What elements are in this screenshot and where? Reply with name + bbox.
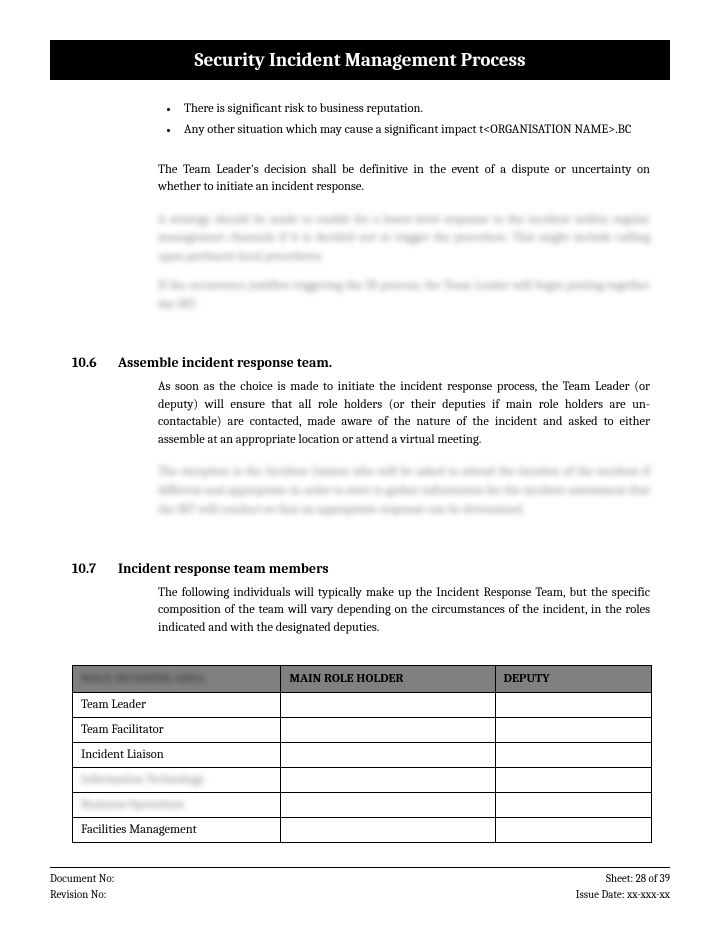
redacted-paragraph: If the occurrence justifies triggering t… (158, 277, 650, 315)
redacted-table-cell: Business Operations (73, 793, 281, 818)
footer-right: Sheet: 28 of 39 Issue Date: xx-xxx-xx (576, 871, 670, 902)
redacted-table-cell: Information Technology (73, 768, 281, 793)
table-cell (281, 793, 495, 818)
table-cell (495, 693, 651, 718)
table-cell-role: Facilities Management (73, 818, 281, 843)
table-cell-role: Team Facilitator (73, 718, 281, 743)
section-number: 10.6 (72, 354, 118, 371)
table-cell-role: Team Leader (73, 693, 281, 718)
table-cell (495, 768, 651, 793)
issue-date: Issue Date: xx-xxx-xx (576, 887, 670, 902)
table-row: Information Technology (73, 768, 652, 793)
table-row: Incident Liaison (73, 743, 652, 768)
sheet-number: Sheet: 28 of 39 (576, 871, 670, 886)
table-header-cell: DEPUTY (495, 666, 651, 693)
table-row: Team Leader (73, 693, 652, 718)
team-members-table-container: ROLE/BUSINESS AREA MAIN ROLE HOLDER DEPU… (72, 665, 652, 843)
table-header-cell: MAIN ROLE HOLDER (281, 666, 495, 693)
footer-left: Document No: Revision No: (50, 871, 115, 902)
table-row: Business Operations (73, 793, 652, 818)
table-header-cell: ROLE/BUSINESS AREA (73, 666, 281, 693)
section-number: 10.7 (72, 560, 118, 577)
table-cell (495, 718, 651, 743)
redacted-paragraph: The exception is the Incident Liaison wh… (158, 463, 650, 519)
table-cell (281, 768, 495, 793)
redacted-paragraph: A strategy should be made to enable for … (158, 211, 650, 267)
section-body-10-6: As soon as the choice is made to initiat… (158, 379, 650, 449)
bullet-item: There is significant risk to business re… (180, 100, 660, 119)
table-header-row: ROLE/BUSINESS AREA MAIN ROLE HOLDER DEPU… (73, 666, 652, 693)
bullet-item: Any other situation which may cause a si… (180, 121, 660, 140)
table-cell (281, 718, 495, 743)
document-title-bar: Security Incident Management Process (50, 40, 670, 80)
table-cell-role: Incident Liaison (73, 743, 281, 768)
section-title: Incident response team members (118, 560, 329, 577)
table-cell (495, 743, 651, 768)
section-heading-10-7: 10.7 Incident response team members (72, 560, 670, 577)
table-cell (281, 743, 495, 768)
table-row: Team Facilitator (73, 718, 652, 743)
table-cell (281, 693, 495, 718)
document-number: Document No: (50, 871, 115, 886)
team-leader-decision-paragraph: The Team Leader's decision shall be defi… (158, 162, 650, 197)
team-members-table: ROLE/BUSINESS AREA MAIN ROLE HOLDER DEPU… (72, 665, 652, 843)
table-cell (281, 818, 495, 843)
page-footer: Document No: Revision No: Sheet: 28 of 3… (50, 867, 670, 902)
table-row: Facilities Management (73, 818, 652, 843)
section-heading-10-6: 10.6 Assemble incident response team. (72, 354, 670, 371)
table-cell (495, 793, 651, 818)
section-title: Assemble incident response team. (118, 354, 332, 371)
redacted-header: ROLE/BUSINESS AREA (81, 672, 205, 686)
table-cell (495, 818, 651, 843)
bullet-list: There is significant risk to business re… (180, 100, 660, 140)
revision-number: Revision No: (50, 887, 115, 902)
section-body-10-7: The following individuals will typically… (158, 585, 650, 638)
